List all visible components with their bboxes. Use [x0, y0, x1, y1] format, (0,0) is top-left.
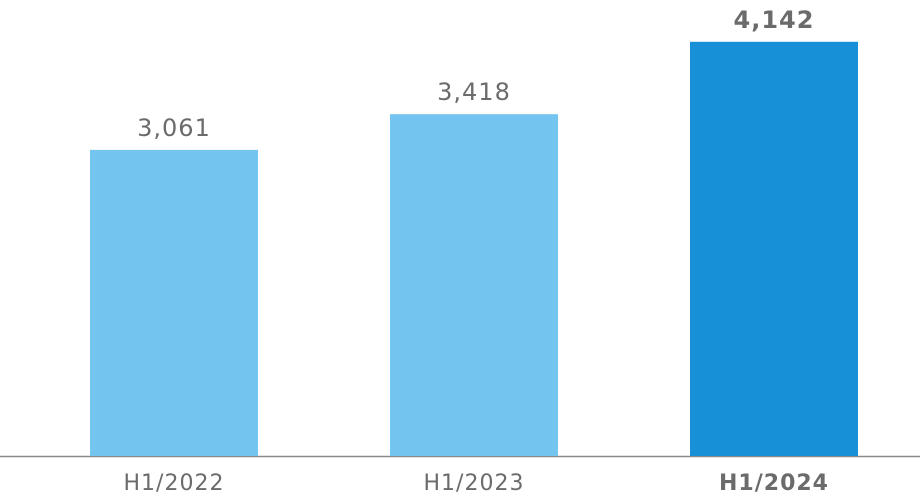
x-tick-label: H1/2022 [124, 471, 225, 496]
value-label: 3,418 [437, 78, 511, 106]
x-tick-label: H1/2023 [424, 471, 525, 496]
bar [390, 114, 558, 456]
value-label: 4,142 [734, 6, 815, 34]
bar [690, 41, 858, 457]
x-tick-label: H1/2024 [719, 471, 829, 496]
value-label: 3,061 [137, 114, 211, 142]
bar [90, 149, 258, 456]
